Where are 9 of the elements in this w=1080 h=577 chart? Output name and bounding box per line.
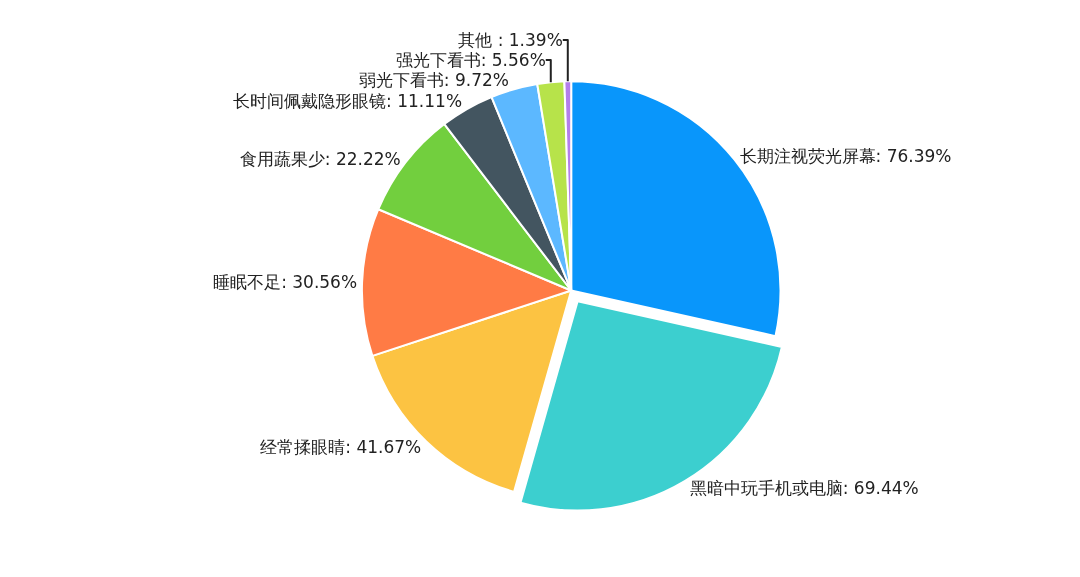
slice-label: 弱光下看书: 9.72%: [358, 69, 509, 90]
slice-label: 食用蔬果少: 22.22%: [239, 148, 401, 169]
slice-label: 经常揉眼睛: 41.67%: [260, 436, 422, 457]
slice-label: 强光下看书: 5.56%: [395, 49, 546, 70]
slice-label: 长时间佩戴隐形眼镜: 11.11%: [233, 91, 463, 112]
slice-label: 长期注视荧光屏幕: 76.39%: [739, 145, 952, 166]
slice-label: 其他 : 1.39%: [458, 29, 563, 50]
slice-label: 睡眠不足: 30.56%: [213, 271, 358, 292]
slice-label: 黑暗中玩手机或电脑: 69.44%: [689, 478, 919, 499]
